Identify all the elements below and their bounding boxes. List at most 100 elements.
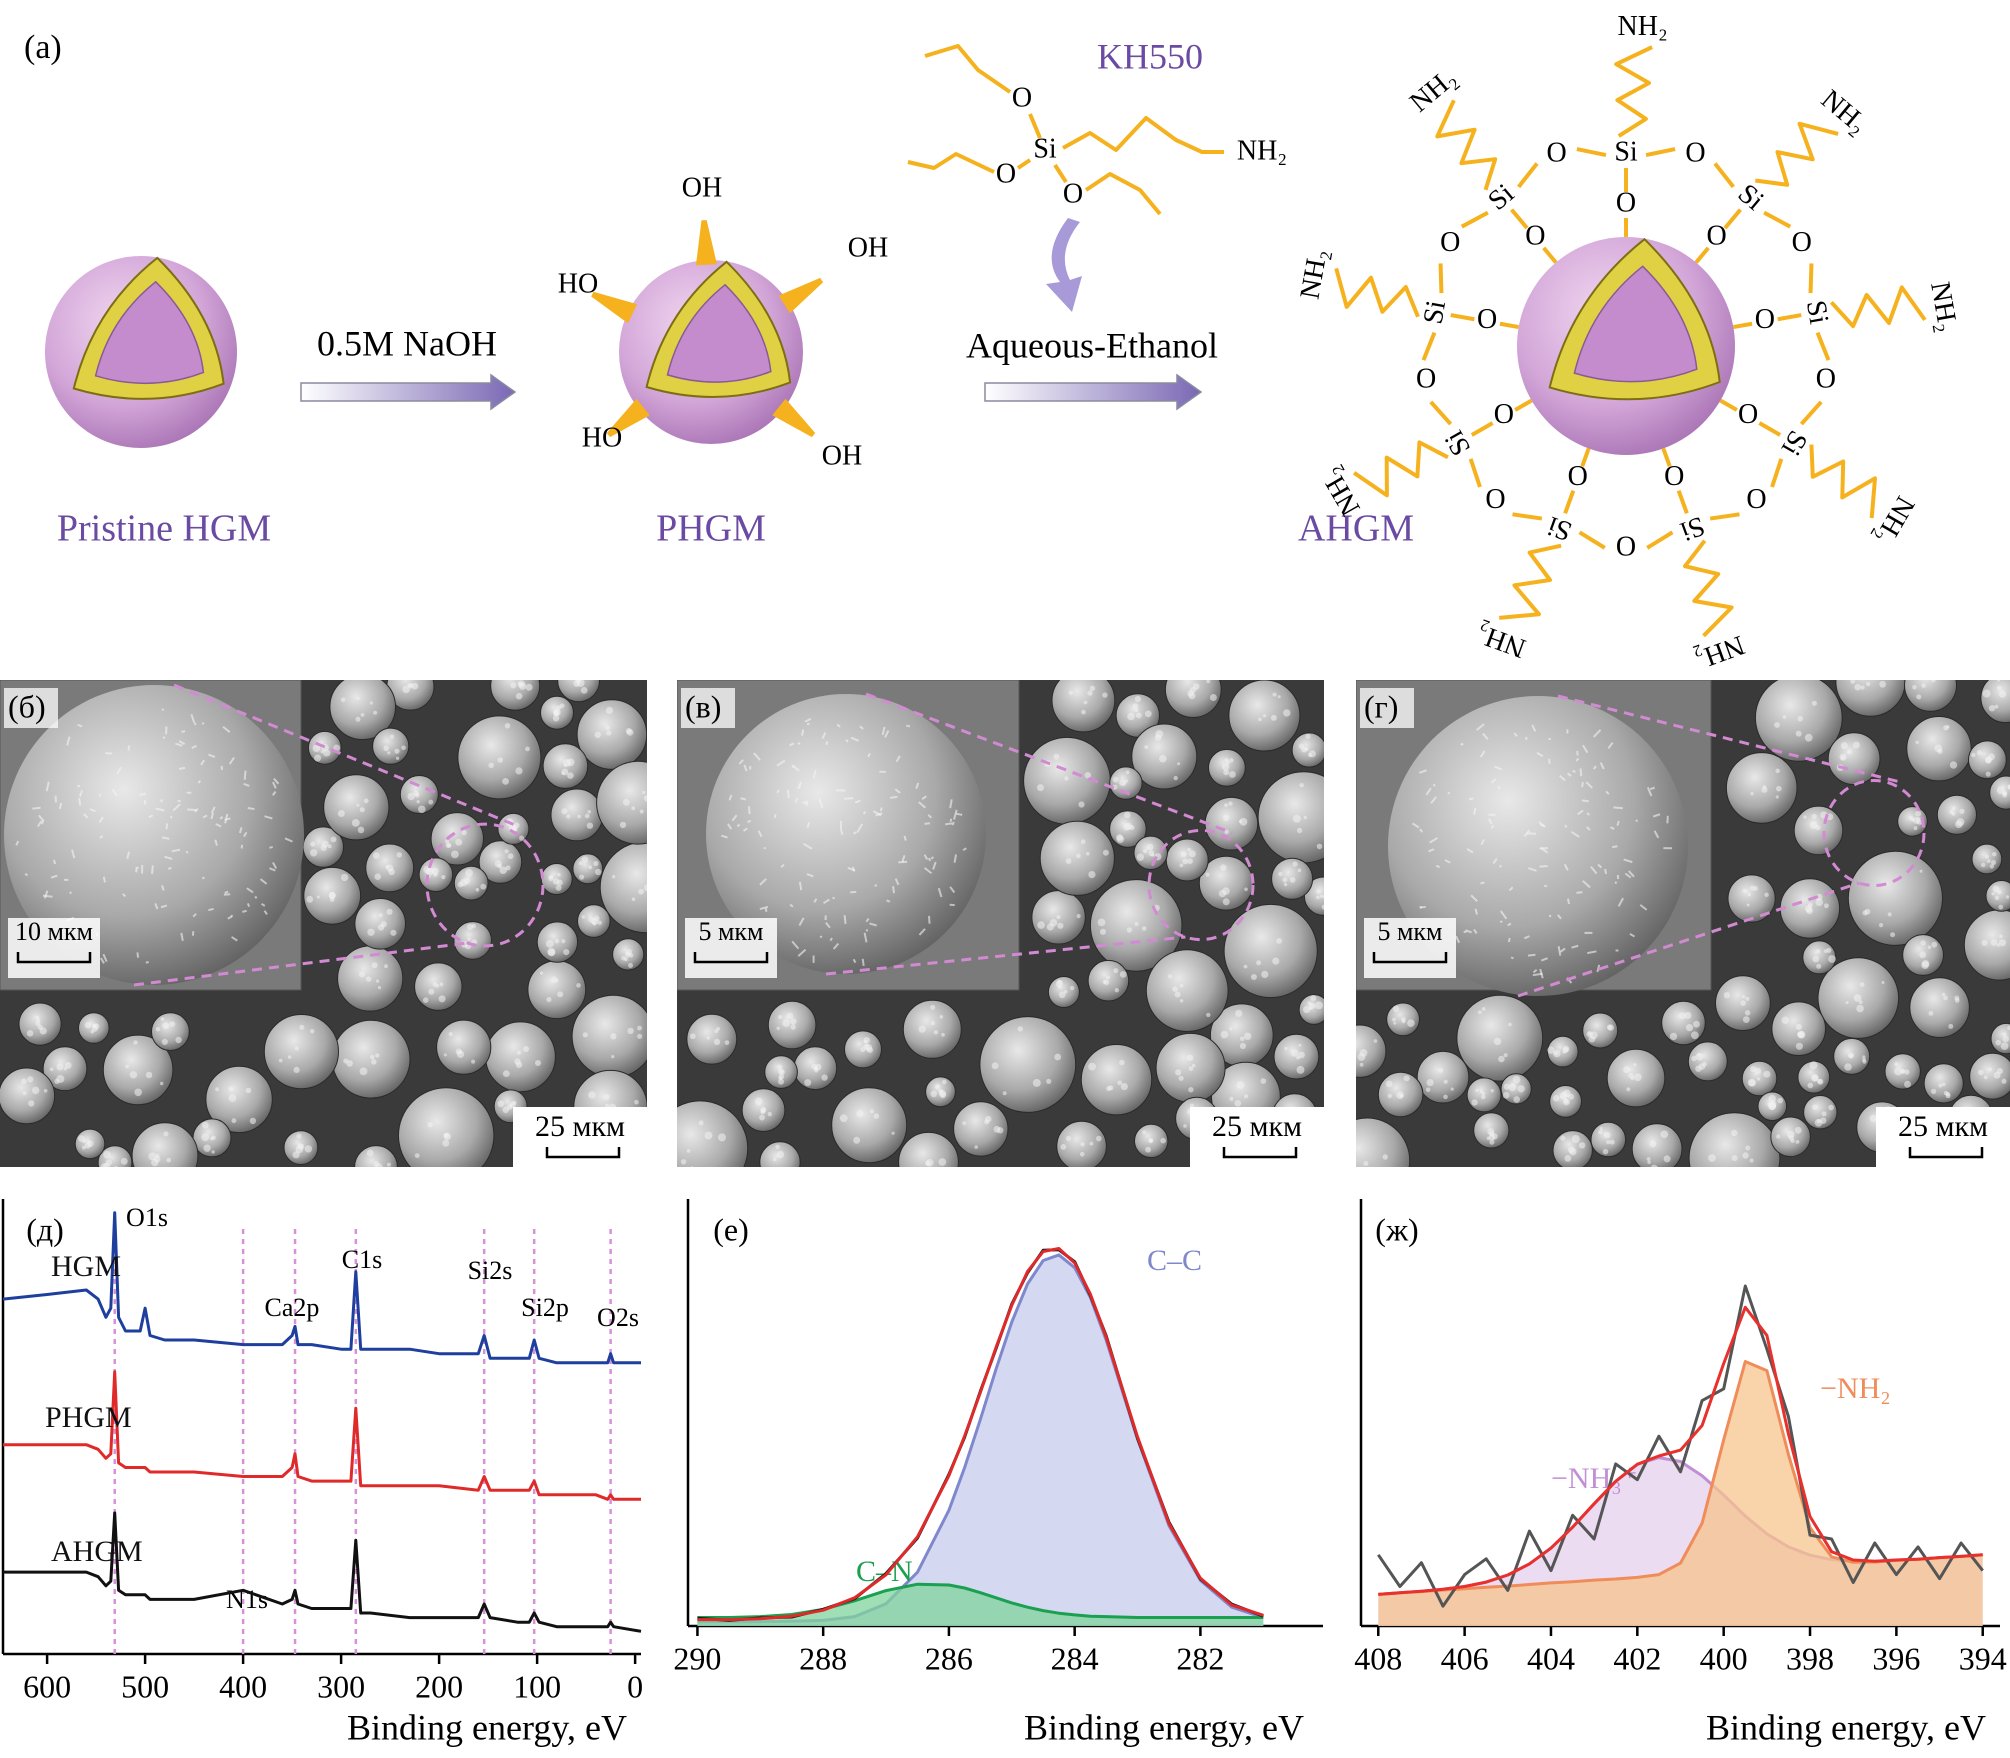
surface-grain (1089, 685, 1096, 691)
microsphere (1971, 843, 2003, 875)
surface-grain (386, 1162, 391, 1167)
surface-grain (92, 1023, 97, 1028)
surface-flake (122, 893, 127, 898)
surface-flake (111, 788, 118, 797)
surface-grain (330, 836, 337, 843)
surface-flake (1571, 944, 1579, 949)
surface-grain (624, 951, 631, 958)
nh2-label: NH₂ (1618, 11, 1668, 42)
surface-grain (456, 1050, 465, 1058)
surface-flake (1490, 778, 1497, 784)
surface-grain (1298, 1051, 1305, 1059)
surface-grain (427, 1122, 433, 1128)
surface-grain (1088, 871, 1096, 879)
surface-grain (790, 1024, 796, 1030)
surface-flake (1548, 758, 1551, 764)
surface-grain (1985, 771, 1991, 777)
microsphere (1356, 1117, 1411, 1167)
surface-grain (439, 982, 444, 987)
surface-flake (806, 821, 811, 829)
surface-flake (1428, 848, 1435, 853)
surface-flake (759, 905, 769, 910)
surface-grain (160, 1017, 165, 1021)
surface-grain (790, 1018, 797, 1025)
surface-grain (1767, 1102, 1772, 1107)
atom-label: O (996, 158, 1016, 189)
surface-flake (126, 851, 131, 860)
surface-grain (1852, 741, 1860, 749)
surface-grain (1083, 700, 1088, 705)
surface-grain (1646, 1157, 1651, 1161)
surface-grain (383, 745, 390, 752)
surface-flake (99, 957, 105, 964)
surface-flake (1539, 865, 1548, 868)
surface-grain (211, 1150, 215, 1154)
surface-grain (1991, 860, 1996, 866)
surface-grain (134, 1088, 142, 1097)
surface-grain (293, 1066, 300, 1073)
surface-grain (853, 1136, 861, 1144)
surface-grain (1578, 1142, 1586, 1149)
surface-grain (1807, 1082, 1814, 1089)
surface-flake (892, 886, 895, 894)
surface-grain (1187, 847, 1192, 852)
surface-flake (832, 897, 835, 900)
surface-flake (923, 854, 929, 860)
bond (1645, 147, 1676, 158)
surface-grain (1567, 1146, 1575, 1154)
surface-grain (1172, 986, 1178, 992)
surface-grain (1999, 934, 2003, 938)
zoom-line (825, 935, 1186, 976)
ring-bonds (1421, 147, 1831, 550)
surface-grain (597, 920, 602, 925)
surface-grain (120, 1157, 128, 1165)
surface-flake (839, 820, 843, 831)
surface-grain (1256, 960, 1262, 966)
surface-grain (145, 1071, 153, 1079)
surface-grain (1691, 1055, 1697, 1062)
surface-grain (623, 957, 628, 962)
surface-grain (771, 1173, 776, 1178)
hydroxyl-bond (695, 220, 717, 266)
surface-flake (949, 818, 953, 822)
surface-grain (1750, 1066, 1757, 1073)
surface-flake (168, 867, 172, 870)
microsphere (1827, 732, 1881, 786)
surface-flake (1585, 781, 1593, 789)
surface-grain (1824, 903, 1829, 909)
surface-grain (1996, 1068, 2003, 1075)
o-label: O (1707, 220, 1727, 251)
bond (1719, 398, 1738, 412)
surface-flake (1435, 864, 1441, 869)
surface-grain (1862, 1055, 1866, 1059)
surface-grain (642, 790, 646, 795)
surface-flake (224, 817, 231, 821)
surface-grain (1276, 938, 1282, 944)
microsphere (902, 999, 962, 1059)
surface-flake (271, 790, 277, 796)
surface-grain (425, 867, 434, 876)
inset-sphere (1388, 696, 1688, 996)
surface-grain (1149, 1138, 1154, 1143)
microsphere (205, 1065, 273, 1134)
label-background (1360, 688, 1414, 728)
surface-flake (1559, 775, 1566, 782)
surface-grain (646, 1178, 652, 1184)
surface-grain (1220, 864, 1227, 871)
surface-grain (422, 997, 429, 1003)
surface-flake (38, 814, 45, 822)
surface-flake (177, 800, 181, 803)
surface-flake (1548, 914, 1552, 918)
surface-grain (1303, 815, 1307, 820)
surface-grain (356, 803, 360, 807)
surface-grain (1323, 895, 1324, 899)
surface-flake (806, 722, 810, 726)
surface-grain (1443, 1079, 1448, 1084)
surface-flake (805, 800, 808, 804)
surface-grain (1081, 709, 1086, 715)
surface-grain (1493, 1037, 1502, 1046)
scale-bar (16, 952, 92, 964)
surface-grain (372, 852, 380, 859)
surface-flake (818, 798, 824, 809)
